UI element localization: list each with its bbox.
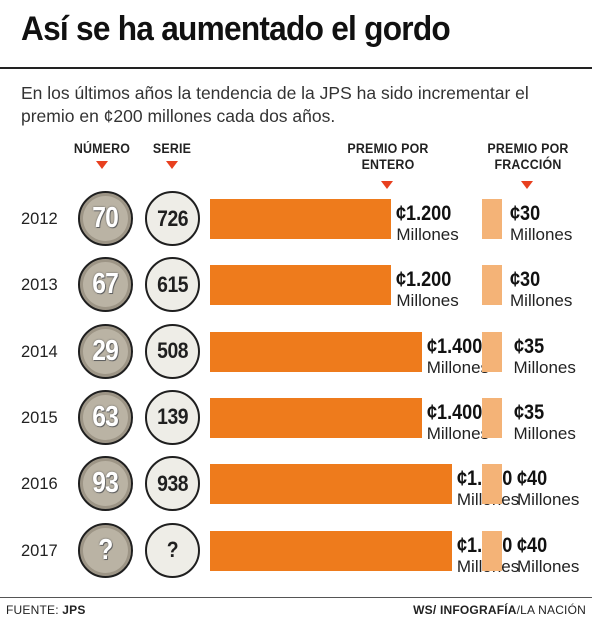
- header-premio-fraccion: PREMIO POR FRACCIÓN: [473, 141, 583, 173]
- year-label: 2017: [21, 541, 58, 560]
- serie-value: ?: [166, 537, 179, 562]
- footer-credit-initials: WS/: [413, 603, 437, 617]
- entero-bar: [210, 199, 392, 239]
- header-premio-entero-line1: PREMIO POR: [347, 141, 429, 156]
- footer-credit-publication: /LA NACIÓN: [516, 603, 586, 617]
- fraccion-unit-label: Millones: [517, 490, 580, 510]
- footer-source-label: FUENTE:: [6, 603, 59, 617]
- numero-ball: 93: [78, 456, 133, 512]
- numero-value: 70: [92, 202, 120, 234]
- numero-ball: 29: [78, 323, 133, 379]
- entero-unit-label: Millones: [396, 291, 459, 311]
- fraccion-unit-label: Millones: [510, 291, 573, 311]
- fraccion-unit-label: Millones: [510, 225, 573, 244]
- entero-bar: [210, 331, 422, 372]
- chart-subtitle: En los últimos años la tendencia de la J…: [21, 83, 529, 126]
- title-divider: [0, 67, 592, 69]
- numero-ball: 67: [78, 257, 133, 313]
- numero-value: 29: [92, 334, 120, 367]
- serie-value: 139: [157, 404, 188, 430]
- entero-value-label: ¢1.400: [426, 400, 482, 424]
- header-numero-indicator-icon: [96, 161, 108, 169]
- footer-source: FUENTE: JPS: [6, 603, 86, 617]
- header-serie: SERIE: [152, 141, 192, 156]
- serie-value: 726: [157, 205, 188, 231]
- fraccion-unit-label: Millones: [513, 423, 576, 443]
- numero-value: 63: [92, 400, 120, 433]
- entero-bar: [210, 530, 452, 571]
- fraccion-unit-label: Millones: [513, 357, 576, 377]
- serie-ball: 938: [145, 456, 200, 512]
- header-premio-fraccion-line2: FRACCIÓN: [494, 157, 562, 172]
- year-label: 2015: [21, 408, 58, 427]
- fraccion-value-label: ¢35: [513, 334, 544, 358]
- fraccion-value-label: ¢30: [510, 202, 541, 225]
- numero-ball: 63: [78, 389, 133, 445]
- serie-ball: ?: [145, 522, 200, 578]
- fraccion-bar: [482, 397, 502, 438]
- header-premio-entero: PREMIO POR ENTERO: [333, 141, 443, 173]
- header-numero: NÚMERO: [73, 141, 131, 156]
- fraccion-bar: [482, 265, 502, 306]
- year-label: 2013: [21, 276, 58, 295]
- year-label: 2014: [21, 342, 58, 361]
- numero-value: 67: [92, 268, 120, 301]
- entero-bar: [210, 265, 392, 306]
- fraccion-value-label: ¢40: [517, 467, 548, 491]
- fraccion-bar: [482, 199, 502, 239]
- serie-ball: 508: [145, 323, 200, 379]
- entero-value-label: ¢1.200: [396, 268, 452, 292]
- fraccion-bar: [482, 530, 502, 571]
- entero-value-label: ¢1.400: [426, 334, 482, 358]
- serie-ball: 139: [145, 389, 200, 445]
- serie-value: 938: [157, 470, 188, 496]
- chart-title: Así se ha aumentado el gordo: [21, 10, 451, 48]
- footer-credit-dept: INFOGRAFÍA: [439, 603, 517, 617]
- serie-ball: 615: [145, 257, 200, 313]
- header-premio-entero-line2: ENTERO: [361, 157, 415, 172]
- entero-unit-label: Millones: [426, 357, 490, 377]
- footer-divider: [0, 597, 592, 598]
- entero-value-label: ¢1.200: [396, 202, 452, 225]
- header-fraccion-indicator-icon: [521, 181, 533, 189]
- fraccion-unit-label: Millones: [517, 556, 580, 576]
- fraccion-bar: [482, 464, 502, 505]
- fraccion-value-label: ¢30: [510, 268, 541, 292]
- entero-unit-label: Millones: [426, 423, 490, 443]
- year-label: 2012: [21, 210, 58, 228]
- footer-source-value: JPS: [62, 603, 86, 617]
- entero-unit-label: Millones: [396, 225, 459, 244]
- numero-ball: 70: [78, 191, 133, 246]
- fraccion-value-label: ¢40: [517, 533, 548, 557]
- numero-value: 93: [92, 467, 120, 500]
- header-serie-indicator-icon: [166, 161, 178, 169]
- footer-credit: WS/ INFOGRAFÍA/LA NACIÓN: [413, 603, 586, 617]
- fraccion-bar: [482, 331, 502, 372]
- numero-value: ?: [98, 533, 113, 566]
- header-premio-fraccion-line1: PREMIO POR: [487, 141, 569, 156]
- header-entero-indicator-icon: [381, 181, 393, 189]
- serie-ball: 726: [145, 191, 200, 246]
- serie-value: 508: [157, 338, 188, 364]
- entero-bar: [210, 464, 452, 505]
- fraccion-value-label: ¢35: [513, 400, 544, 424]
- year-label: 2016: [21, 475, 58, 494]
- serie-value: 615: [157, 271, 188, 297]
- entero-bar: [210, 397, 422, 438]
- numero-ball: ?: [78, 522, 133, 578]
